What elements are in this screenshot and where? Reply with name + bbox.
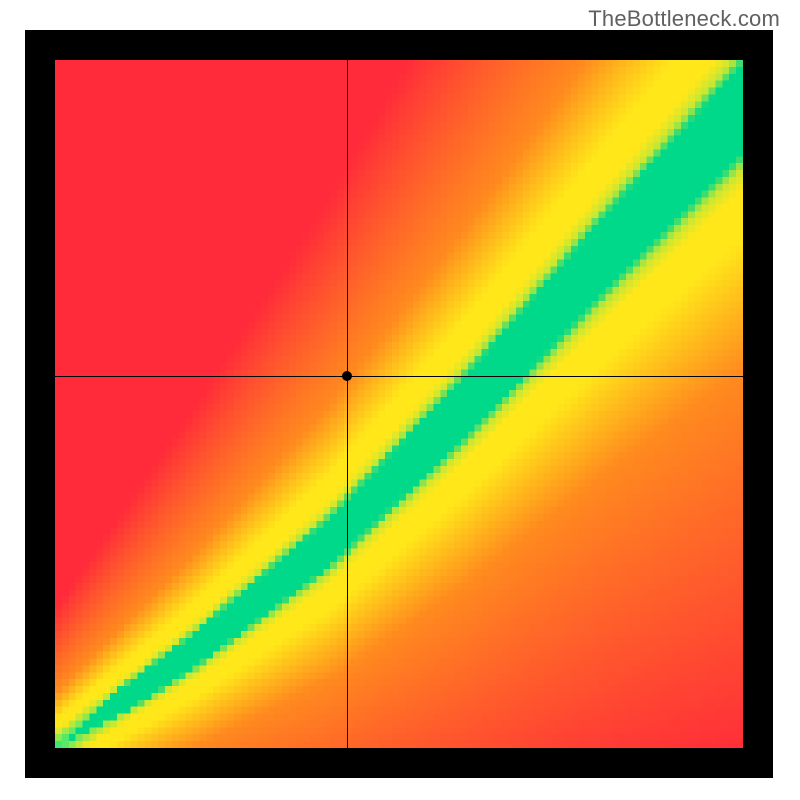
crosshair-marker	[342, 371, 352, 381]
crosshair-vertical	[347, 60, 348, 748]
bottleneck-heatmap	[55, 60, 743, 748]
watermark-text: TheBottleneck.com	[588, 6, 780, 32]
crosshair-horizontal	[55, 376, 743, 377]
chart-frame	[25, 30, 773, 778]
